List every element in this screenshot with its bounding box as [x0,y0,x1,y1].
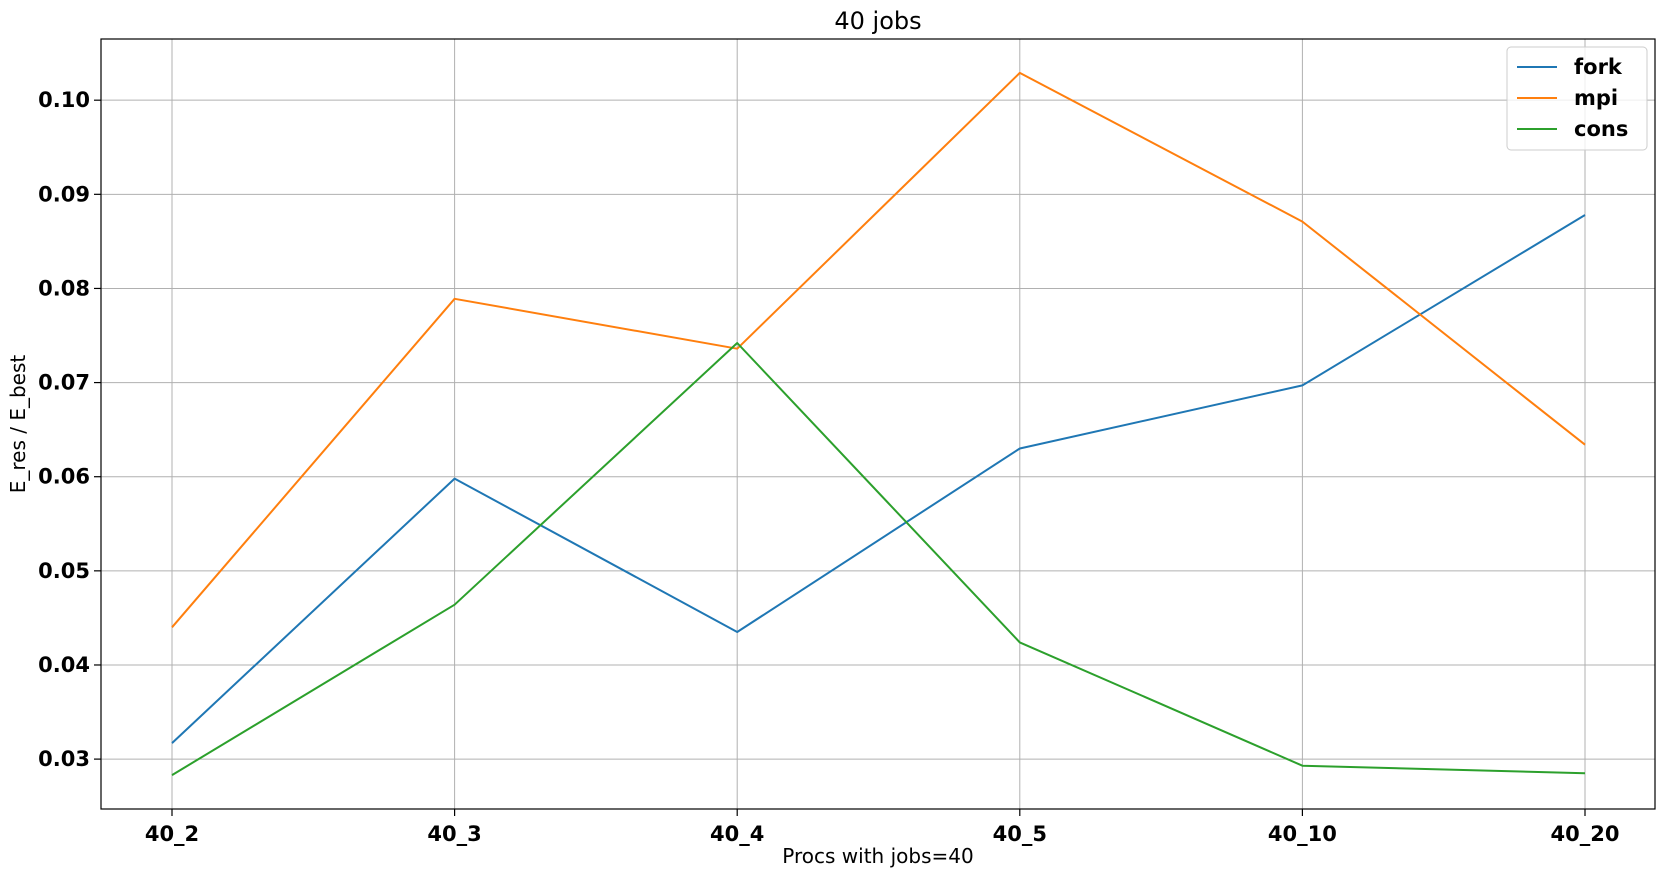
y-tick-label: 0.05 [38,559,90,583]
ticks: 40_2 40_3 40_4 40_5 40_10 40_20 0.03 0.04 0.05 0.… [38,88,1619,846]
y-tick-label: 0.07 [38,371,90,395]
legend-label-fork: fork [1574,55,1623,79]
y-tick-label: 0.04 [38,653,90,677]
x-tick-label: 40_2 [145,822,199,846]
legend: fork mpi cons [1506,46,1648,151]
x-tick-label: 40_3 [427,822,481,846]
series-line-fork [171,214,1586,744]
grid [101,39,1655,809]
y-axis-label: E_res / E_best [6,355,30,494]
chart-title: 40 jobs [834,7,921,35]
y-tick-label: 0.03 [38,747,90,771]
series-line-mpi [171,71,1586,628]
y-tick-label: 0.06 [38,465,90,489]
plot-frame [100,38,1656,810]
x-axis-label: Procs with jobs=40 [782,844,973,868]
y-tick-label: 0.09 [38,182,90,206]
series-line-cons [171,342,1586,776]
x-tick-label: 40_20 [1551,822,1620,846]
y-tick-label: 0.08 [38,276,90,300]
legend-box [1506,46,1648,151]
y-tick-label: 0.10 [38,88,90,112]
legend-label-mpi: mpi [1574,86,1618,110]
x-tick-label: 40_4 [710,822,764,846]
legend-label-cons: cons [1574,117,1628,141]
series-layer [171,71,1586,776]
x-tick-label: 40_10 [1268,822,1337,846]
x-tick-label: 40_5 [993,822,1047,846]
